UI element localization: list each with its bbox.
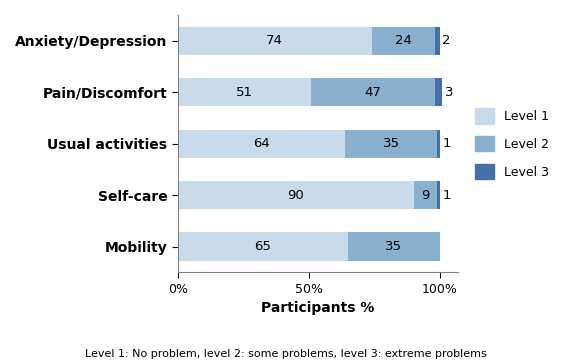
Text: 24: 24 bbox=[395, 34, 411, 47]
Bar bbox=[414, 181, 437, 209]
Text: 1: 1 bbox=[442, 137, 451, 150]
Bar bbox=[311, 78, 435, 106]
Text: 9: 9 bbox=[421, 189, 430, 201]
Text: Level 1: No problem, level 2: some problems, level 3: extreme problems: Level 1: No problem, level 2: some probl… bbox=[85, 349, 487, 359]
Text: 35: 35 bbox=[383, 137, 400, 150]
Bar bbox=[372, 27, 435, 55]
Bar bbox=[348, 232, 440, 261]
Text: 47: 47 bbox=[364, 86, 382, 99]
Bar bbox=[178, 27, 372, 55]
Bar bbox=[437, 130, 440, 158]
Text: 3: 3 bbox=[445, 86, 454, 99]
Bar bbox=[178, 232, 348, 261]
Text: 2: 2 bbox=[442, 34, 451, 47]
Text: 1: 1 bbox=[442, 189, 451, 201]
Bar bbox=[435, 27, 440, 55]
Text: 65: 65 bbox=[255, 240, 271, 253]
Bar bbox=[345, 130, 437, 158]
X-axis label: Participants %: Participants % bbox=[261, 301, 375, 315]
Bar bbox=[437, 181, 440, 209]
Text: 51: 51 bbox=[236, 86, 253, 99]
Bar bbox=[178, 130, 345, 158]
Text: 64: 64 bbox=[253, 137, 270, 150]
Legend: Level 1, Level 2, Level 3: Level 1, Level 2, Level 3 bbox=[470, 103, 554, 184]
Bar bbox=[435, 78, 442, 106]
Text: 90: 90 bbox=[287, 189, 304, 201]
Text: 74: 74 bbox=[267, 34, 283, 47]
Bar bbox=[178, 78, 311, 106]
Bar bbox=[178, 181, 414, 209]
Text: 35: 35 bbox=[386, 240, 403, 253]
